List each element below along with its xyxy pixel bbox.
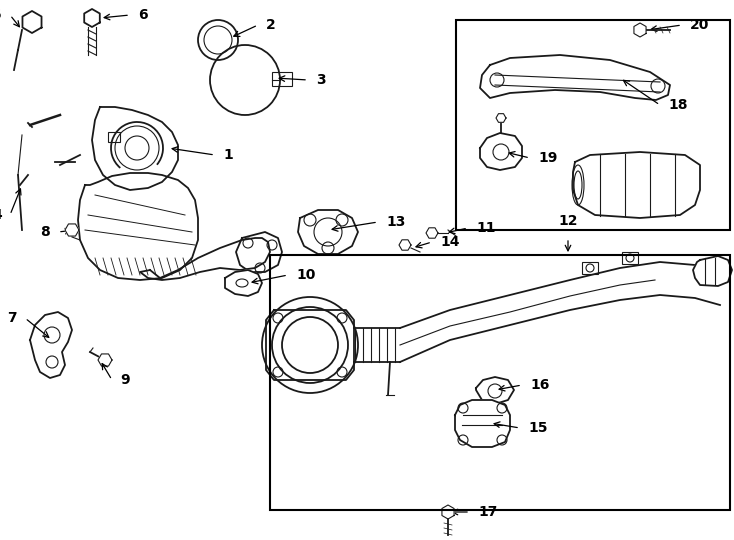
Text: 14: 14 xyxy=(440,235,459,249)
Polygon shape xyxy=(98,354,112,366)
Polygon shape xyxy=(480,55,670,100)
Text: 18: 18 xyxy=(668,98,688,112)
Polygon shape xyxy=(496,113,506,123)
Polygon shape xyxy=(30,312,72,378)
Text: 12: 12 xyxy=(559,214,578,228)
Text: 6: 6 xyxy=(138,8,148,22)
Polygon shape xyxy=(84,9,100,27)
Text: 15: 15 xyxy=(528,421,548,435)
Bar xyxy=(270,255,730,510)
Polygon shape xyxy=(399,240,411,250)
Polygon shape xyxy=(266,310,354,380)
Polygon shape xyxy=(92,107,178,190)
Polygon shape xyxy=(476,377,514,404)
Polygon shape xyxy=(78,173,198,280)
Polygon shape xyxy=(573,152,700,218)
Bar xyxy=(622,252,638,264)
Text: 3: 3 xyxy=(316,73,326,87)
Text: 16: 16 xyxy=(530,378,549,392)
Text: 20: 20 xyxy=(690,18,709,32)
Text: 7: 7 xyxy=(7,311,17,325)
Polygon shape xyxy=(140,238,270,280)
Polygon shape xyxy=(23,11,42,33)
Bar xyxy=(108,132,120,142)
Polygon shape xyxy=(442,505,454,519)
Polygon shape xyxy=(426,228,438,238)
Polygon shape xyxy=(298,210,358,254)
Polygon shape xyxy=(693,256,732,286)
Text: 9: 9 xyxy=(120,373,130,387)
Text: 13: 13 xyxy=(386,215,405,229)
Polygon shape xyxy=(480,133,522,170)
Text: 2: 2 xyxy=(266,18,276,32)
Polygon shape xyxy=(236,232,282,272)
Bar xyxy=(272,72,292,86)
Polygon shape xyxy=(225,270,262,296)
Polygon shape xyxy=(634,23,646,37)
Text: 5: 5 xyxy=(0,8,2,22)
Text: 11: 11 xyxy=(476,221,495,235)
Text: 8: 8 xyxy=(40,225,50,239)
Bar xyxy=(582,262,598,274)
Polygon shape xyxy=(65,224,79,236)
Text: 10: 10 xyxy=(296,268,316,282)
Text: 19: 19 xyxy=(538,151,557,165)
Polygon shape xyxy=(455,400,510,447)
Text: 4: 4 xyxy=(0,208,2,222)
Text: 1: 1 xyxy=(223,148,233,162)
Text: 17: 17 xyxy=(478,505,498,519)
Bar xyxy=(456,20,730,230)
